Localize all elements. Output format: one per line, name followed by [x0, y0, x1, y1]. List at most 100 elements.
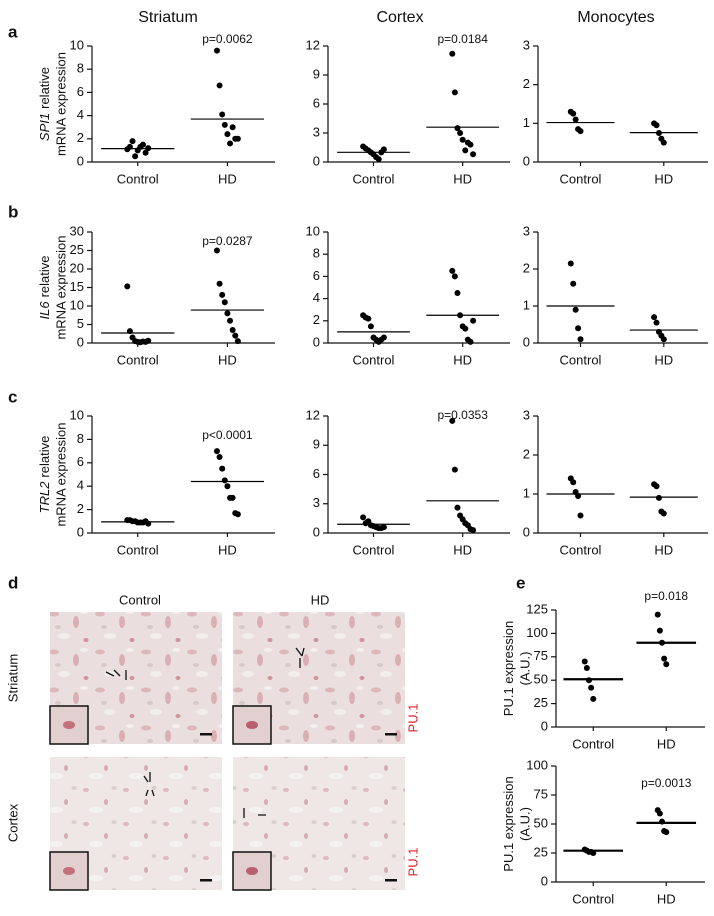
data-point	[451, 466, 458, 473]
data-point	[224, 310, 231, 317]
x-tick-label: HD	[657, 891, 676, 906]
gene-name: TRL2	[37, 481, 52, 514]
y-tick-label: 25	[70, 242, 84, 257]
data-point	[656, 627, 663, 634]
data-point	[454, 290, 461, 297]
data-point	[663, 829, 670, 836]
data-point	[367, 323, 374, 330]
micrograph-column: HD	[311, 592, 330, 607]
data-point	[470, 151, 477, 158]
data-point	[449, 267, 456, 274]
y-axis-label: (A.U.)	[517, 652, 532, 686]
y-tick-label: 2	[77, 501, 84, 516]
y-tick-label: 15	[70, 279, 84, 294]
x-tick-label: Control	[560, 171, 602, 186]
data-point	[467, 338, 474, 345]
y-axis-label-text: PU.1 expression	[501, 776, 516, 871]
y-tick-label: 4	[77, 107, 84, 122]
p-value: p=0.0184	[437, 32, 488, 46]
y-tick-label: 12	[306, 37, 320, 52]
x-tick-label: Control	[117, 171, 159, 186]
micrograph	[49, 757, 222, 891]
data-point	[570, 479, 577, 486]
data-point	[232, 332, 239, 339]
x-tick-label: HD	[453, 352, 472, 367]
x-tick-label: Control	[572, 736, 614, 751]
data-point	[572, 306, 579, 313]
y-tick-label: 8	[77, 61, 84, 76]
data-point	[454, 504, 461, 511]
y-tick-label: 20	[70, 260, 84, 275]
x-tick-label: HD	[453, 542, 472, 557]
data-point	[216, 453, 223, 460]
column-title: Cortex	[376, 9, 423, 26]
data-point	[451, 273, 458, 280]
data-point	[449, 417, 456, 424]
y-tick-label: 0	[77, 153, 84, 168]
x-tick-label: HD	[654, 542, 673, 557]
column-title: Monocytes	[577, 9, 654, 26]
y-axis-label: PU.1 expression	[501, 776, 516, 871]
y-tick-label: 50	[534, 672, 548, 687]
data-point	[365, 315, 372, 322]
y-tick-label: 8	[77, 431, 84, 446]
y-tick-label: 8	[313, 246, 320, 261]
data-point	[462, 325, 469, 332]
gene-name: IL6	[37, 301, 52, 320]
y-tick-label: 6	[313, 268, 320, 283]
data-point	[227, 140, 234, 147]
panel-label: d	[8, 573, 18, 592]
x-tick-label: Control	[117, 352, 159, 367]
y-tick-label: 0	[313, 524, 320, 539]
y-tick-label: 3	[523, 37, 530, 52]
y-tick-label: 2	[523, 446, 530, 461]
data-point	[467, 141, 474, 148]
y-tick-label: 6	[77, 84, 84, 99]
data-point	[660, 336, 667, 343]
data-point	[219, 291, 226, 298]
data-point	[213, 47, 220, 54]
y-tick-label: 0	[77, 524, 84, 539]
y-tick-label: 1	[523, 485, 530, 500]
data-point	[229, 494, 236, 501]
x-tick-label: Control	[572, 891, 614, 906]
y-tick-label: 50	[534, 815, 548, 830]
y-tick-label: 10	[70, 297, 84, 312]
data-point	[661, 655, 668, 662]
y-tick-label: 100	[526, 625, 548, 640]
data-point	[145, 337, 152, 344]
data-point	[663, 661, 670, 668]
data-point	[132, 153, 139, 160]
data-point	[660, 139, 667, 146]
data-point	[213, 448, 220, 455]
y-tick-label: 9	[313, 437, 320, 452]
y-tick-label: 75	[534, 648, 548, 663]
gene-name: SPI1	[37, 113, 52, 141]
y-tick-label: 3	[313, 495, 320, 510]
data-point	[470, 317, 477, 324]
x-tick-label: HD	[218, 542, 237, 557]
data-point	[221, 121, 228, 128]
data-point	[124, 283, 131, 290]
x-tick-label: Control	[353, 352, 395, 367]
y-tick-label: 0	[523, 524, 530, 539]
data-point	[221, 477, 228, 484]
data-point	[590, 695, 597, 702]
y-tick-label: 3	[523, 223, 530, 238]
micrograph	[232, 612, 405, 745]
data-point	[655, 494, 662, 501]
y-axis-label: mRNA expression	[53, 235, 68, 339]
p-value: p=0.0062	[202, 32, 253, 46]
y-tick-label: 1	[523, 297, 530, 312]
data-point	[380, 334, 387, 341]
y-axis-label-text: relative	[37, 67, 52, 109]
x-tick-label: HD	[654, 171, 673, 186]
panel-label: c	[8, 387, 17, 406]
data-point	[234, 338, 241, 345]
y-tick-label: 25	[534, 695, 548, 710]
y-tick-label: 2	[523, 260, 530, 275]
data-point	[656, 810, 663, 817]
p-value: p=0.0013	[641, 776, 692, 790]
x-tick-label: Control	[560, 352, 602, 367]
